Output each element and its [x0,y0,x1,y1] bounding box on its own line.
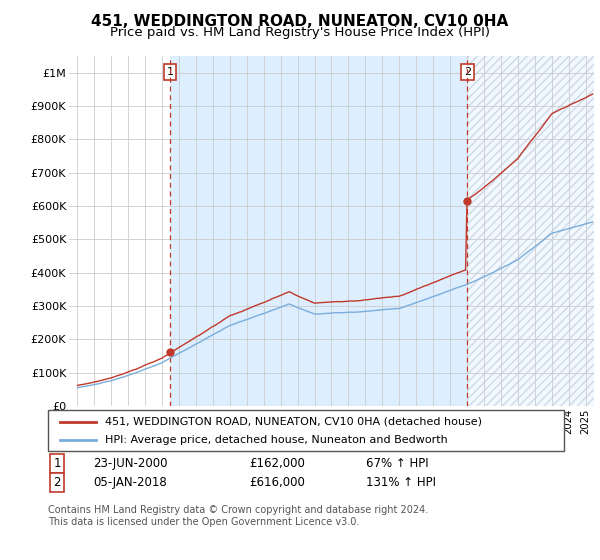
Text: 2: 2 [464,67,471,77]
Bar [467,56,594,406]
Text: 67% ↑ HPI: 67% ↑ HPI [366,457,428,470]
Text: 131% ↑ HPI: 131% ↑ HPI [366,476,436,489]
Text: Price paid vs. HM Land Registry's House Price Index (HPI): Price paid vs. HM Land Registry's House … [110,26,490,39]
Text: 1: 1 [167,67,173,77]
Text: Contains HM Land Registry data © Crown copyright and database right 2024.
This d: Contains HM Land Registry data © Crown c… [48,505,428,527]
Bar [467,56,594,406]
Text: 451, WEDDINGTON ROAD, NUNEATON, CV10 0HA: 451, WEDDINGTON ROAD, NUNEATON, CV10 0HA [91,14,509,29]
Text: HPI: Average price, detached house, Nuneaton and Bedworth: HPI: Average price, detached house, Nune… [105,435,448,445]
Text: 451, WEDDINGTON ROAD, NUNEATON, CV10 0HA (detached house): 451, WEDDINGTON ROAD, NUNEATON, CV10 0HA… [105,417,482,427]
Bar [170,56,467,406]
Text: 2: 2 [53,476,61,489]
Text: £616,000: £616,000 [249,476,305,489]
Text: 1: 1 [53,457,61,470]
Text: 23-JUN-2000: 23-JUN-2000 [93,457,167,470]
Text: £162,000: £162,000 [249,457,305,470]
Text: 05-JAN-2018: 05-JAN-2018 [93,476,167,489]
